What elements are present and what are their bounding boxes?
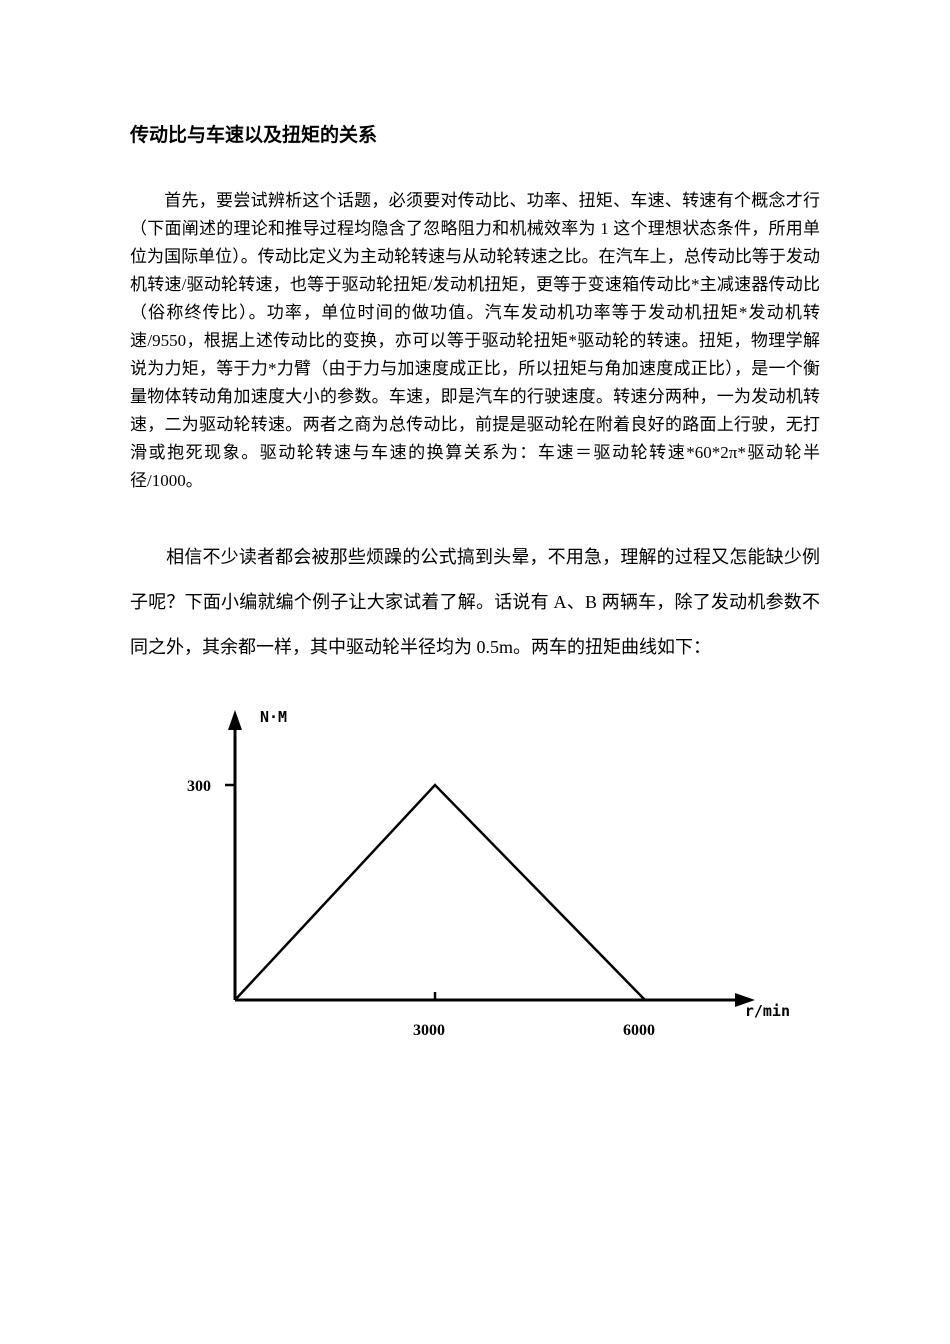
chart-container: N·M r/min 300 3000 6000 — [130, 700, 820, 1040]
y-axis-label: N·M — [260, 708, 287, 726]
paragraph-1-text: 首先，要尝试辨析这个话题，必须要对传动比、功率、扭矩、车速、转速有个概念才行（下… — [130, 191, 820, 490]
paragraph-1: 首先，要尝试辨析这个话题，必须要对传动比、功率、扭矩、车速、转速有个概念才行（下… — [130, 187, 820, 495]
x-tick-label-3000: 3000 — [413, 1022, 445, 1040]
y-tick-label-300: 300 — [187, 778, 211, 796]
document-title: 传动比与车速以及扭矩的关系 — [130, 120, 820, 147]
x-axis-label: r/min — [745, 1002, 790, 1020]
torque-chart: N·M r/min 300 3000 6000 — [155, 700, 795, 1040]
x-tick-label-6000: 6000 — [623, 1022, 655, 1040]
torque-curve — [235, 785, 645, 1000]
paragraph-2-text: 相信不少读者都会被那些烦躁的公式搞到头晕，不用急，理解的过程又怎能缺少例子呢？下… — [130, 547, 820, 657]
y-axis-arrow — [228, 710, 242, 730]
paragraph-2: 相信不少读者都会被那些烦躁的公式搞到头晕，不用急，理解的过程又怎能缺少例子呢？下… — [130, 535, 820, 670]
chart-svg — [155, 700, 795, 1040]
